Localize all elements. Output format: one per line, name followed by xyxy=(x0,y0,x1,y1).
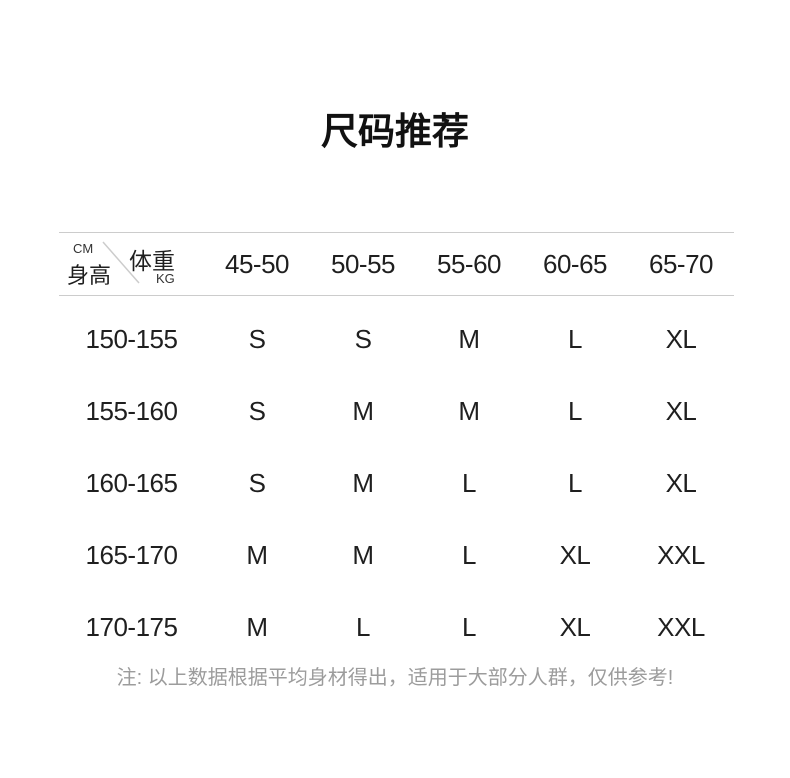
size-cell: S xyxy=(354,323,372,354)
height-range-label: 160-165 xyxy=(85,467,178,498)
size-table-body: 150-155 S S M L XL 155-160 S M M L XL 16… xyxy=(59,296,734,663)
size-cell: XL xyxy=(559,611,591,642)
size-cell: XL xyxy=(559,539,591,570)
size-cell: M xyxy=(458,323,480,354)
height-axis-label: 身高 xyxy=(67,263,112,288)
height-range-label: 170-175 xyxy=(85,611,178,642)
size-cell: L xyxy=(568,467,582,498)
size-table: CM 身高 体重 KG 45-50 50-55 55-60 60-65 65-7… xyxy=(59,232,734,663)
table-row: 155-160 S M M L XL xyxy=(59,375,734,447)
size-cell: XL xyxy=(665,395,697,426)
weight-unit-label: KG xyxy=(156,271,175,286)
weight-axis-label: 体重 xyxy=(129,248,175,274)
size-cell: M xyxy=(246,611,268,642)
size-cell: L xyxy=(462,467,476,498)
size-cell: M xyxy=(352,467,374,498)
size-cell: S xyxy=(248,323,266,354)
size-cell: XL xyxy=(665,323,697,354)
size-cell: S xyxy=(248,395,266,426)
table-row: 150-155 S S M L XL xyxy=(59,303,734,375)
size-cell: L xyxy=(568,323,582,354)
size-cell: M xyxy=(352,539,374,570)
table-row: 160-165 S M L L XL xyxy=(59,447,734,519)
size-cell: XL xyxy=(665,467,697,498)
size-cell: S xyxy=(248,467,266,498)
height-range-label: 165-170 xyxy=(85,539,178,570)
table-row: 170-175 M L L XL XXL xyxy=(59,591,734,663)
size-cell: L xyxy=(462,539,476,570)
size-cell: L xyxy=(462,611,476,642)
page-title: 尺码推荐 xyxy=(321,111,469,152)
size-cell: M xyxy=(246,539,268,570)
size-cell: XXL xyxy=(657,539,705,570)
height-range-label: 150-155 xyxy=(85,323,178,354)
size-cell: XXL xyxy=(657,611,705,642)
weight-range-header: 65-70 xyxy=(649,248,714,279)
weight-range-header: 45-50 xyxy=(225,248,290,279)
weight-range-header: 50-55 xyxy=(331,248,396,279)
diagonal-divider-line xyxy=(102,241,140,284)
size-cell: M xyxy=(458,395,480,426)
table-row: 165-170 M M L XL XXL xyxy=(59,519,734,591)
weight-range-header: 55-60 xyxy=(437,248,502,279)
size-cell: L xyxy=(568,395,582,426)
height-unit-label: CM xyxy=(73,241,94,256)
size-table-header-row: CM 身高 体重 KG 45-50 50-55 55-60 60-65 65-7… xyxy=(59,232,734,296)
size-cell: M xyxy=(352,395,374,426)
size-cell: L xyxy=(356,611,370,642)
header-corner-cell: CM 身高 体重 KG xyxy=(59,233,204,295)
weight-range-header: 60-65 xyxy=(543,248,608,279)
height-range-label: 155-160 xyxy=(85,395,178,426)
footnote: 注: 以上数据根据平均身材得出，适用于大部分人群，仅供参考! xyxy=(116,667,674,689)
